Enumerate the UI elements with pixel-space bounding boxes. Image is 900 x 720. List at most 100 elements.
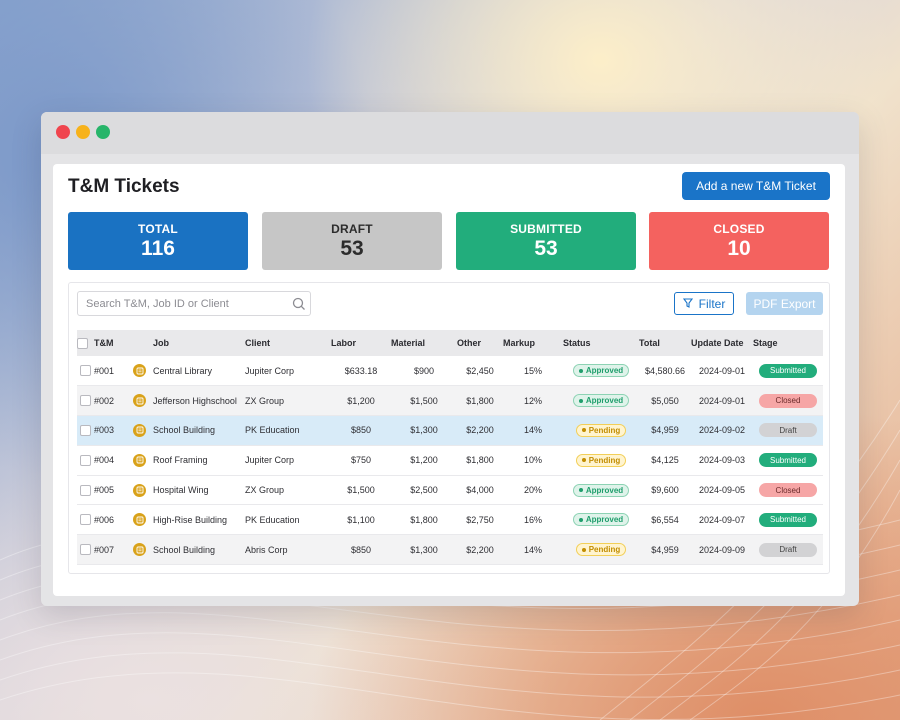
column-header-tm[interactable]: T&M — [94, 330, 133, 356]
row-checkbox[interactable] — [80, 544, 91, 556]
table-row[interactable]: #003 School Building PK Education $850 $1,30… — [77, 415, 823, 446]
status-label: Approved — [585, 515, 624, 525]
markup-cell: 10% — [503, 445, 563, 476]
row-checkbox[interactable] — [80, 484, 91, 496]
row-checkbox[interactable] — [80, 395, 91, 407]
ticket-icon — [133, 453, 146, 467]
material-cell: $1,800 — [391, 504, 457, 536]
page-title: T&M Tickets — [68, 176, 180, 197]
ticket-id-cell[interactable]: #003 — [94, 415, 133, 446]
maximize-window-button[interactable] — [96, 125, 110, 139]
update-date-cell: 2024-09-01 — [691, 356, 753, 387]
client-cell: Abris Corp — [245, 534, 331, 566]
labor-cell: $1,200 — [331, 385, 391, 417]
search-icon[interactable] — [288, 293, 310, 315]
ticket-icon — [133, 423, 146, 437]
table-row[interactable]: #005 Hospital Wing ZX Group $1,500 $2,500 $4,… — [77, 475, 823, 506]
status-dot — [578, 398, 583, 403]
stat-value: 10 — [727, 236, 751, 260]
status-badge: Approved — [572, 513, 630, 527]
stage-badge[interactable]: Submitted — [759, 453, 817, 468]
job-cell: Roof Framing — [153, 445, 245, 476]
job-cell: Jefferson Highschool — [153, 385, 245, 417]
markup-cell: 14% — [503, 415, 563, 446]
column-header-stage[interactable]: Stage — [753, 330, 823, 356]
filter-icon — [682, 297, 693, 311]
total-cell: $4,580.66 — [639, 356, 691, 387]
ticket-id-cell[interactable]: #007 — [94, 534, 133, 566]
column-header-other[interactable]: Other — [457, 330, 503, 356]
search-placeholder: Search T&M, Job ID or Client — [86, 297, 229, 310]
ticket-icon — [133, 394, 146, 408]
job-cell: School Building — [153, 415, 245, 446]
table-row[interactable]: #002 Jefferson Highschool ZX Group $1,200 $1… — [77, 385, 823, 417]
job-cell: High-Rise Building — [153, 504, 245, 536]
stat-card-draft[interactable]: DRAFT 53 — [262, 212, 442, 270]
column-header-update-date[interactable]: Update Date — [691, 330, 753, 356]
stat-card-total[interactable]: TOTAL 116 — [68, 212, 248, 270]
ticket-icon — [133, 543, 146, 557]
window-titlebar — [41, 112, 859, 154]
ticket-id-cell[interactable]: #001 — [94, 356, 133, 387]
search-input[interactable]: Search T&M, Job ID or Client — [77, 291, 311, 316]
column-header-total[interactable]: Total — [639, 330, 691, 356]
other-cell: $1,800 — [457, 445, 503, 476]
stage-badge[interactable]: Closed — [759, 483, 817, 498]
total-cell: $4,959 — [639, 415, 691, 446]
stage-badge[interactable]: Submitted — [759, 512, 817, 527]
row-checkbox[interactable] — [80, 425, 91, 437]
browser-window: T&M Tickets Add a new T&M Ticket TOTAL 1… — [41, 112, 859, 606]
select-all-cell — [77, 330, 94, 356]
row-checkbox[interactable] — [80, 454, 91, 466]
status-label: Approved — [585, 485, 624, 495]
stage-badge[interactable]: Draft — [759, 542, 817, 557]
ticket-icon — [133, 513, 146, 527]
select-all-checkbox[interactable] — [77, 337, 88, 349]
stat-label: DRAFT — [331, 221, 373, 236]
filter-button[interactable]: Filter — [674, 292, 734, 315]
ticket-id-cell[interactable]: #006 — [94, 504, 133, 536]
add-ticket-button[interactable]: Add a new T&M Ticket — [682, 172, 830, 200]
total-cell: $9,600 — [639, 475, 691, 506]
stat-label: SUBMITTED — [510, 221, 582, 236]
markup-cell: 20% — [503, 475, 563, 506]
table-row[interactable]: #004 Roof Framing Jupiter Corp $750 $1,200 $1… — [77, 445, 823, 476]
ticket-id-cell[interactable]: #004 — [94, 445, 133, 476]
stage-badge[interactable]: Submitted — [759, 363, 817, 378]
column-header-labor[interactable]: Labor — [331, 330, 391, 356]
column-header-status[interactable]: Status — [563, 330, 639, 356]
row-checkbox[interactable] — [80, 365, 91, 377]
client-cell: ZX Group — [245, 385, 331, 417]
table-row[interactable]: #006 High-Rise Building PK Education $1,100… — [77, 504, 823, 536]
update-date-cell: 2024-09-09 — [691, 534, 753, 566]
minimize-window-button[interactable] — [76, 125, 90, 139]
other-cell: $2,450 — [457, 356, 503, 387]
ticket-id-cell[interactable]: #005 — [94, 475, 133, 506]
column-header-job[interactable]: Job — [153, 330, 245, 356]
close-window-button[interactable] — [56, 125, 70, 139]
column-header-material[interactable]: Material — [391, 330, 457, 356]
status-dot — [578, 517, 583, 522]
ticket-id-cell[interactable]: #002 — [94, 385, 133, 417]
stage-badge[interactable]: Closed — [759, 393, 817, 408]
total-cell: $5,050 — [639, 385, 691, 417]
status-dot — [581, 547, 586, 552]
status-label: Approved — [585, 396, 624, 406]
job-cell: Hospital Wing — [153, 475, 245, 506]
column-header-markup[interactable]: Markup — [503, 330, 563, 356]
row-checkbox[interactable] — [80, 514, 91, 526]
markup-cell: 15% — [503, 356, 563, 387]
stat-card-closed[interactable]: CLOSED 10 — [649, 212, 829, 270]
stat-card-submitted[interactable]: SUBMITTED 53 — [456, 212, 636, 270]
stage-badge[interactable]: Draft — [759, 423, 817, 438]
stat-value: 116 — [141, 236, 175, 260]
pdf-export-button[interactable]: PDF Export — [746, 292, 823, 315]
table-row[interactable]: #007 School Building Abris Corp $850 $1,300 $… — [77, 534, 823, 566]
column-header-client[interactable]: Client — [245, 330, 331, 356]
status-dot — [581, 428, 586, 433]
ticket-icon — [133, 483, 146, 497]
table-row[interactable]: #001 Central Library Jupiter Corp $633.18 $9… — [77, 356, 823, 387]
status-badge: Approved — [572, 364, 630, 378]
material-cell: $900 — [391, 356, 457, 387]
status-badge: Approved — [572, 483, 630, 497]
